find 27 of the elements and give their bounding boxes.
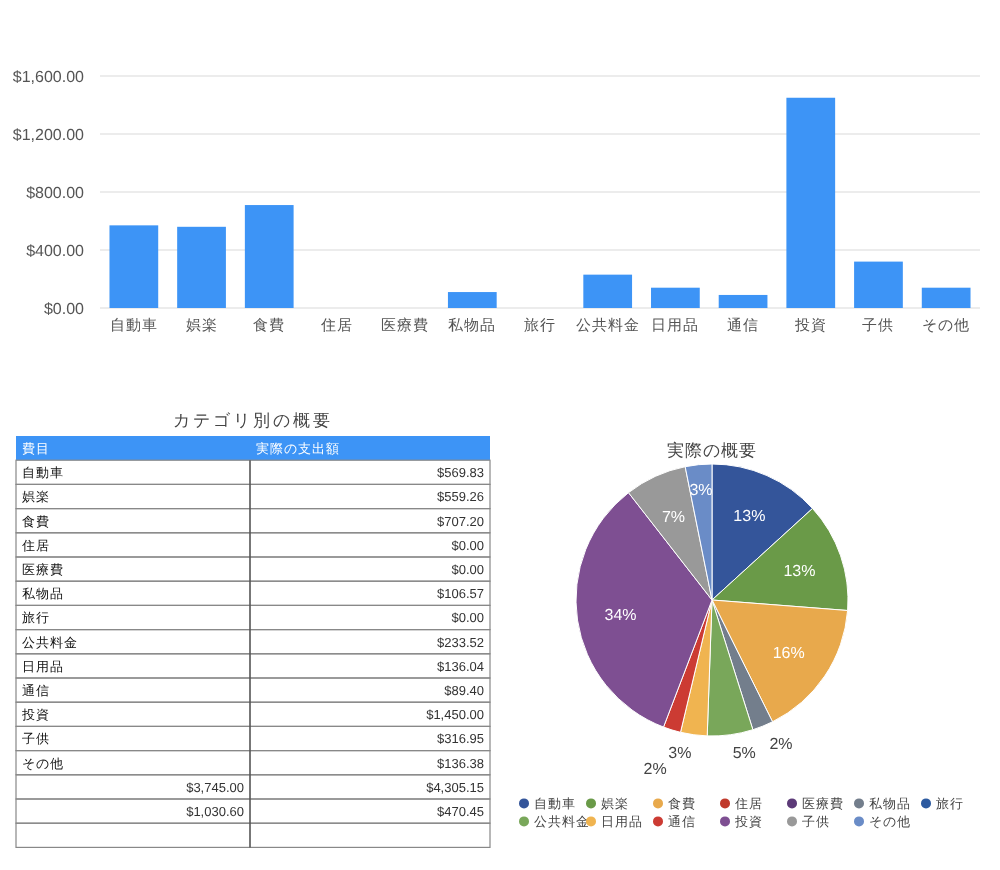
data-label: 2% xyxy=(643,760,667,779)
bar xyxy=(854,261,903,308)
bar xyxy=(718,294,768,308)
y-tick-label: $800.00 xyxy=(26,184,86,202)
bar xyxy=(786,97,836,308)
bar xyxy=(921,287,971,308)
data-label: 34% xyxy=(604,605,637,624)
bar xyxy=(244,205,294,308)
y-tick-label: $400.00 xyxy=(26,242,86,260)
chart-title: 実際の概要 xyxy=(667,440,757,460)
data-label: 13% xyxy=(733,507,766,526)
data-label: 3% xyxy=(689,481,713,500)
bar xyxy=(109,225,159,308)
bar xyxy=(583,274,633,308)
bar xyxy=(651,287,700,308)
data-label: 5% xyxy=(732,744,756,763)
data-label: 3% xyxy=(668,744,692,763)
data-label: 2% xyxy=(769,734,793,753)
data-label: 7% xyxy=(661,507,686,526)
bar xyxy=(177,226,226,308)
text: カテゴリ別の概要 xyxy=(173,410,333,430)
data-label: 16% xyxy=(772,643,805,662)
y-tick-label: $0.00 xyxy=(43,300,86,318)
y-tick-label: $1,200.00 xyxy=(12,126,86,144)
y-tick-label: $1,600.00 xyxy=(12,68,86,86)
data-label: 13% xyxy=(783,561,816,580)
bar xyxy=(447,292,497,308)
